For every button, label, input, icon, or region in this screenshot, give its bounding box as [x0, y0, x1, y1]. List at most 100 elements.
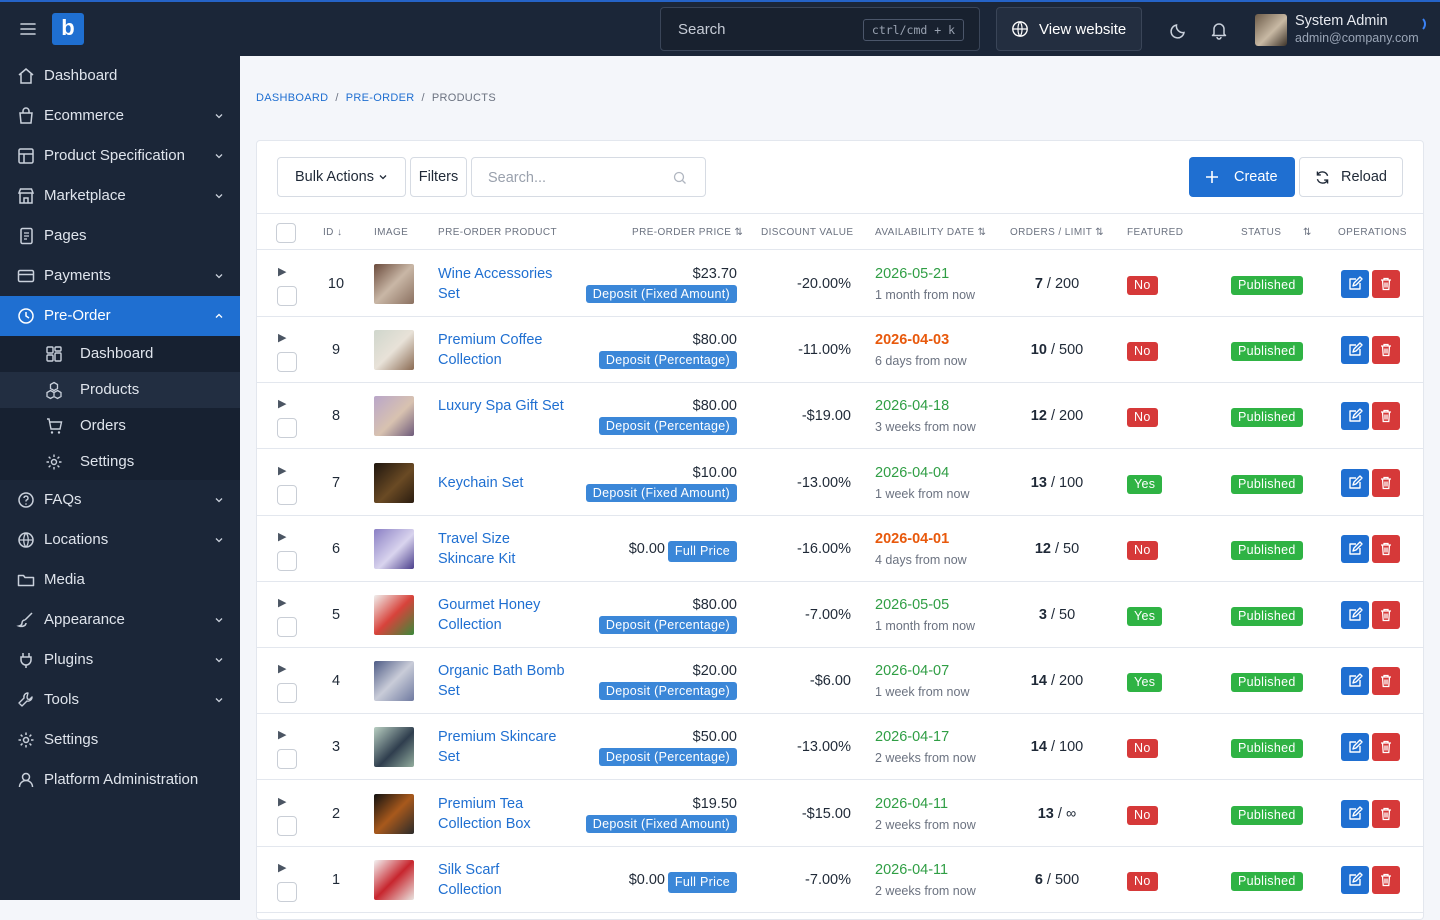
- sidebar-item-pre-order[interactable]: Pre-Order: [0, 296, 240, 336]
- product-name-link[interactable]: Premium Tea Collection Box: [438, 795, 531, 832]
- row-checkbox[interactable]: [277, 418, 297, 439]
- edit-button[interactable]: [1341, 865, 1369, 894]
- reload-button[interactable]: Reload: [1299, 157, 1403, 197]
- global-search-placeholder: Search: [678, 21, 726, 38]
- sidebar-item-ecommerce[interactable]: Ecommerce: [0, 96, 240, 136]
- delete-button[interactable]: [1372, 667, 1400, 696]
- row-checkbox[interactable]: [277, 815, 297, 836]
- delete-button[interactable]: [1372, 799, 1400, 828]
- sidebar-item-media[interactable]: Media: [0, 560, 240, 600]
- row-checkbox[interactable]: [277, 484, 297, 505]
- sidebar-item-marketplace[interactable]: Marketplace: [0, 176, 240, 216]
- moon-icon[interactable]: [1169, 20, 1189, 40]
- expand-row-toggle[interactable]: ▶: [278, 597, 287, 609]
- row-checkbox[interactable]: [277, 352, 297, 373]
- expand-row-toggle[interactable]: ▶: [278, 729, 287, 742]
- col-id[interactable]: ID ↓: [323, 227, 343, 238]
- sidebar-item-faqs[interactable]: FAQs: [0, 480, 240, 520]
- sidebar-item-label: Appearance: [44, 611, 125, 628]
- global-search-input[interactable]: Search ctrl/cmd + k: [660, 7, 980, 51]
- select-all-checkbox[interactable]: [276, 223, 296, 243]
- menu-icon[interactable]: [18, 19, 38, 39]
- expand-row-toggle[interactable]: ▶: [278, 663, 287, 676]
- expand-row-toggle[interactable]: ▶: [278, 795, 287, 808]
- availability-date: 2026-04-01: [875, 530, 950, 547]
- product-name-link[interactable]: Luxury Spa Gift Set: [438, 398, 564, 415]
- expand-row-toggle[interactable]: ▶: [278, 464, 287, 477]
- product-thumbnail: [374, 330, 414, 371]
- expand-row-toggle[interactable]: ▶: [278, 530, 287, 543]
- expand-row-toggle[interactable]: ▶: [278, 332, 287, 345]
- submenu-item-settings[interactable]: Settings: [0, 444, 240, 480]
- product-name-link[interactable]: Travel Size Skincare Kit: [438, 530, 516, 567]
- row-checkbox[interactable]: [277, 749, 297, 770]
- edit-button[interactable]: [1341, 270, 1369, 298]
- sidebar-item-pages[interactable]: Pages: [0, 216, 240, 256]
- row-checkbox[interactable]: [277, 286, 297, 306]
- sidebar-item-payments[interactable]: Payments: [0, 256, 240, 296]
- delete-button[interactable]: [1372, 336, 1400, 365]
- view-website-button[interactable]: View website: [996, 7, 1142, 51]
- edit-button[interactable]: [1341, 667, 1369, 696]
- brand-logo[interactable]: b: [52, 13, 84, 45]
- delete-button[interactable]: [1372, 270, 1400, 298]
- product-name-link[interactable]: Keychain Set: [438, 474, 524, 491]
- product-name-link[interactable]: Organic Bath Bomb Set: [438, 663, 565, 700]
- edit-button[interactable]: [1341, 799, 1369, 828]
- filters-button[interactable]: Filters: [410, 157, 467, 197]
- product-name-link[interactable]: Premium Skincare Set: [438, 729, 557, 766]
- sidebar-item-dashboard[interactable]: Dashboard: [0, 56, 240, 96]
- sidebar-item-plugins[interactable]: Plugins: [0, 640, 240, 680]
- table-search-input[interactable]: Search...: [471, 157, 706, 197]
- sidebar-item-settings[interactable]: Settings: [0, 720, 240, 760]
- bell-icon[interactable]: [1209, 20, 1229, 40]
- sidebar-item-product-specification[interactable]: Product Specification: [0, 136, 240, 176]
- brush-icon: [16, 612, 33, 628]
- chevron-down-icon: [215, 698, 223, 703]
- col-product[interactable]: PRE-ORDER PRODUCT: [438, 227, 558, 238]
- product-name-link[interactable]: Wine Accessories Set: [438, 266, 553, 302]
- breadcrumb-dashboard-link[interactable]: DASHBOARD: [256, 92, 329, 104]
- delete-button[interactable]: [1372, 733, 1400, 762]
- product-name-link[interactable]: Silk Scarf Collection: [438, 861, 502, 898]
- expand-row-toggle[interactable]: ▶: [278, 266, 287, 278]
- delete-button[interactable]: [1372, 468, 1400, 497]
- create-button[interactable]: Create: [1189, 157, 1295, 197]
- breadcrumb-preorder-link[interactable]: PRE-ORDER: [345, 92, 415, 104]
- delete-button[interactable]: [1372, 402, 1400, 431]
- orders-limit-value: 200: [1054, 276, 1080, 292]
- sidebar-item-tools[interactable]: Tools: [0, 680, 240, 720]
- sidebar-item-locations[interactable]: Locations: [0, 520, 240, 560]
- row-checkbox[interactable]: [277, 617, 297, 637]
- submenu-item-dashboard[interactable]: Dashboard: [0, 336, 240, 372]
- bulk-actions-button[interactable]: Bulk Actions: [277, 157, 406, 197]
- col-status-sort-icon[interactable]: ⇅: [1303, 227, 1312, 238]
- edit-button[interactable]: [1341, 601, 1369, 629]
- product-name-link[interactable]: Premium Coffee Collection: [438, 332, 543, 369]
- sidebar-item-appearance[interactable]: Appearance: [0, 600, 240, 640]
- delete-button[interactable]: [1372, 534, 1400, 563]
- edit-button[interactable]: [1341, 336, 1369, 365]
- col-date[interactable]: AVAILABILITY DATE ⇅: [875, 227, 987, 238]
- delete-button[interactable]: [1372, 601, 1400, 629]
- edit-button[interactable]: [1341, 468, 1369, 497]
- product-name-link[interactable]: Gourmet Honey Collection: [438, 597, 541, 633]
- col-price[interactable]: PRE-ORDER PRICE ⇅: [632, 227, 744, 238]
- edit-button[interactable]: [1341, 402, 1369, 431]
- sidebar-item-label: Payments: [44, 267, 111, 284]
- row-checkbox[interactable]: [277, 550, 297, 571]
- col-orders[interactable]: ORDERS / LIMIT ⇅: [1010, 227, 1105, 238]
- delete-button[interactable]: [1372, 865, 1400, 894]
- submenu-item-orders[interactable]: Orders: [0, 408, 240, 444]
- edit-button[interactable]: [1341, 534, 1369, 563]
- col-status[interactable]: STATUS: [1241, 227, 1282, 238]
- expand-row-toggle[interactable]: ▶: [278, 861, 287, 874]
- row-checkbox[interactable]: [277, 683, 297, 704]
- expand-row-toggle[interactable]: ▶: [278, 398, 287, 411]
- submenu-item-products[interactable]: Products: [0, 372, 240, 408]
- preorder-price: $20.00: [692, 663, 737, 680]
- avatar[interactable]: [1255, 14, 1287, 46]
- row-checkbox[interactable]: [277, 881, 297, 902]
- sidebar-item-platform-administration[interactable]: Platform Administration: [0, 760, 240, 800]
- edit-button[interactable]: [1341, 733, 1369, 762]
